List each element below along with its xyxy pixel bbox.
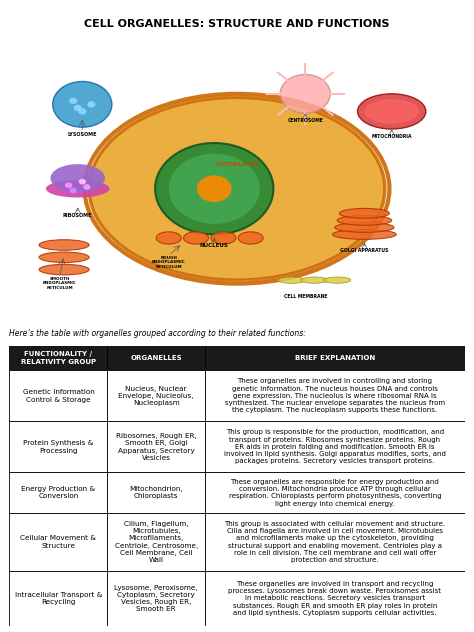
Text: Ribosomes, Rough ER,
Smooth ER, Golgi
Apparatus, Secretory
Vesicles: Ribosomes, Rough ER, Smooth ER, Golgi Ap… <box>116 433 197 461</box>
Bar <box>107 370 205 422</box>
Ellipse shape <box>156 232 181 244</box>
Text: This group is responsible for the production, modification, and
transport of pro: This group is responsible for the produc… <box>224 429 446 465</box>
Bar <box>107 513 205 571</box>
Ellipse shape <box>39 240 89 250</box>
Ellipse shape <box>211 232 236 244</box>
Bar <box>205 473 465 513</box>
Ellipse shape <box>335 222 394 233</box>
Ellipse shape <box>301 277 328 283</box>
Bar <box>205 346 465 370</box>
Circle shape <box>280 75 330 113</box>
Bar <box>9 513 107 571</box>
Text: CENTROSOME: CENTROSOME <box>287 118 323 123</box>
Ellipse shape <box>39 252 89 262</box>
Text: Protein Synthesis &
Processing: Protein Synthesis & Processing <box>23 441 93 454</box>
Text: CELL ORGANELLES: STRUCTURE AND FUNCTIONS: CELL ORGANELLES: STRUCTURE AND FUNCTIONS <box>84 19 390 28</box>
Circle shape <box>70 188 77 193</box>
Ellipse shape <box>46 180 109 198</box>
Ellipse shape <box>238 232 263 244</box>
Text: MITOCHONDRIA: MITOCHONDRIA <box>372 134 412 139</box>
Text: Nucleus, Nuclear
Envelope, Nucleolus,
Nucleoplasm: Nucleus, Nuclear Envelope, Nucleolus, Nu… <box>118 386 194 406</box>
Text: RIBOSOME: RIBOSOME <box>63 214 92 218</box>
Ellipse shape <box>323 277 351 283</box>
Ellipse shape <box>39 264 89 275</box>
Ellipse shape <box>357 94 426 129</box>
Circle shape <box>83 184 91 190</box>
Text: These organelles are responsible for energy production and
conversion. Mitochond: These organelles are responsible for ene… <box>228 479 441 507</box>
Bar <box>205 513 465 571</box>
Bar <box>9 422 107 473</box>
Ellipse shape <box>50 164 105 192</box>
Text: These organelles are involved in controlling and storing
genetic information. Th: These organelles are involved in control… <box>225 379 445 413</box>
Text: Energy Production &
Conversion: Energy Production & Conversion <box>21 486 95 499</box>
Text: FUNCTIONALITY /
RELATIVITY GROUP: FUNCTIONALITY / RELATIVITY GROUP <box>21 351 96 365</box>
Bar <box>9 370 107 422</box>
Text: Here’s the table with organelles grouped according to their related functions:: Here’s the table with organelles grouped… <box>9 329 306 338</box>
Circle shape <box>155 143 273 234</box>
Ellipse shape <box>278 277 305 283</box>
Bar <box>205 571 465 626</box>
Bar <box>205 422 465 473</box>
Text: ROUGH
ENDOPLASMIC
RETICULUM: ROUGH ENDOPLASMIC RETICULUM <box>152 255 186 269</box>
Circle shape <box>73 105 82 111</box>
Text: Cellular Movement &
Structure: Cellular Movement & Structure <box>20 535 96 549</box>
Circle shape <box>79 179 86 185</box>
Bar <box>107 473 205 513</box>
Text: LYSOSOME: LYSOSOME <box>67 133 97 138</box>
Ellipse shape <box>183 232 209 244</box>
Text: CYTOPLASM: CYTOPLASM <box>216 162 258 167</box>
Ellipse shape <box>333 229 396 240</box>
Text: ORGANELLES: ORGANELLES <box>130 355 182 361</box>
Text: GOLGI APPARATUS: GOLGI APPARATUS <box>340 248 389 253</box>
Circle shape <box>197 175 231 202</box>
Circle shape <box>69 98 77 104</box>
Text: BRIEF EXPLANATION: BRIEF EXPLANATION <box>295 355 375 361</box>
Bar <box>107 346 205 370</box>
Bar <box>9 346 107 370</box>
Bar <box>107 422 205 473</box>
Bar <box>9 571 107 626</box>
Circle shape <box>87 101 95 107</box>
Text: These organelles are involved in transport and recycling
processes. Lysosomes br: These organelles are involved in transpo… <box>228 581 441 616</box>
Ellipse shape <box>339 209 390 218</box>
Ellipse shape <box>365 99 419 124</box>
Text: Intracellular Transport &
Recycling: Intracellular Transport & Recycling <box>15 592 102 605</box>
Circle shape <box>53 82 112 127</box>
Text: Genetic Information
Control & Storage: Genetic Information Control & Storage <box>23 389 94 403</box>
Text: This group is associated with cellular movement and structure.
Cilia and flagell: This group is associated with cellular m… <box>224 521 446 563</box>
Text: CELL MEMBRANE: CELL MEMBRANE <box>283 294 327 299</box>
Ellipse shape <box>337 216 392 225</box>
Circle shape <box>78 108 86 114</box>
Text: Lysosome, Peroxisome,
Cytoplasm, Secretory
Vesicles, Rough ER,
Smooth ER: Lysosome, Peroxisome, Cytoplasm, Secreto… <box>114 585 198 612</box>
Bar <box>205 370 465 422</box>
Ellipse shape <box>89 97 385 280</box>
Bar <box>107 571 205 626</box>
Text: Mitochondrion,
Chloroplasts: Mitochondrion, Chloroplasts <box>129 486 183 499</box>
Text: NUCLEUS: NUCLEUS <box>200 243 228 248</box>
Text: SMOOTH
ENDOPLASMIC
RETICULUM: SMOOTH ENDOPLASMIC RETICULUM <box>43 277 76 290</box>
Circle shape <box>169 154 260 224</box>
Bar <box>9 473 107 513</box>
Text: Cilium, Flagellum,
Microtubules,
Microfilaments,
Centriole, Centrosome,
Cell Mem: Cilium, Flagellum, Microtubules, Microfi… <box>115 521 198 563</box>
Circle shape <box>65 183 72 188</box>
